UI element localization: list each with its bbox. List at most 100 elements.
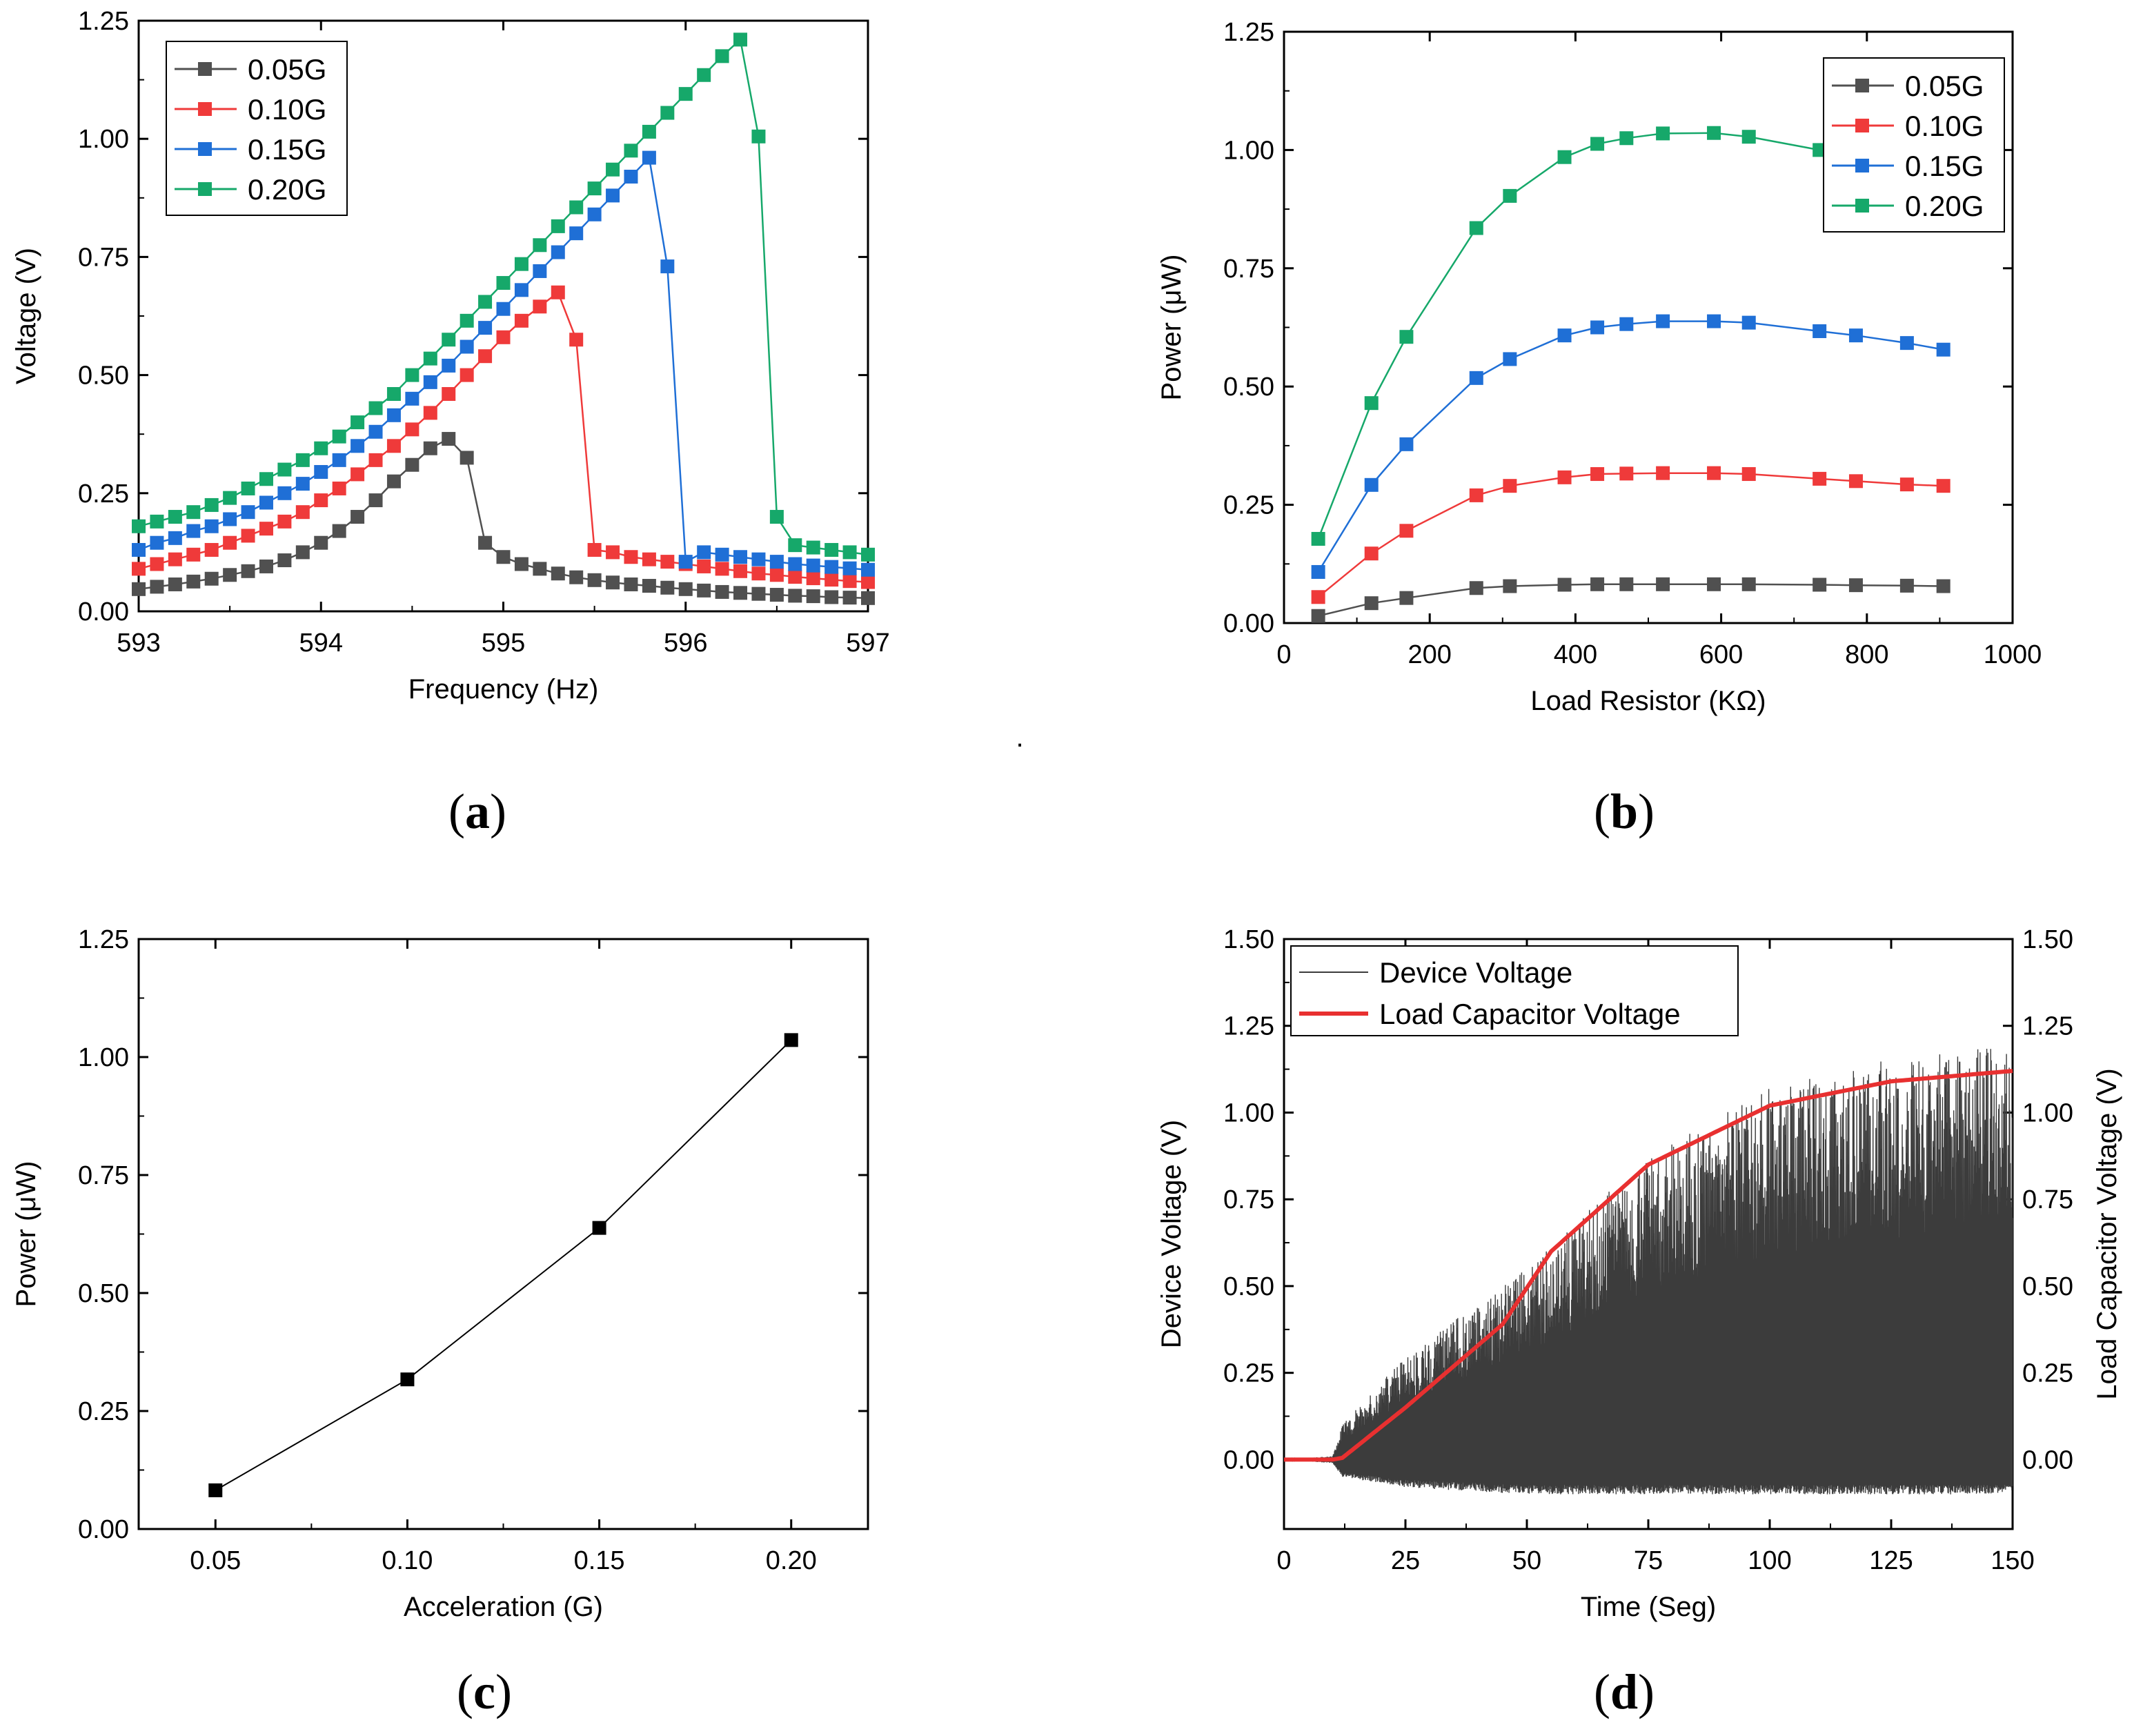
legend-entry: Device Voltage	[1379, 956, 1572, 989]
series-0-marker	[678, 582, 693, 596]
y-tick-label: 0.50	[1223, 1272, 1274, 1301]
x-tick-label: 125	[1869, 1546, 1913, 1575]
y-tick-label: 0.25	[1223, 491, 1274, 520]
series-3-marker	[1619, 131, 1634, 146]
series-1-marker	[223, 535, 237, 550]
series-2-marker	[751, 552, 766, 566]
legend-entry: 0.05G	[248, 53, 326, 86]
series-2-marker	[806, 558, 820, 573]
series-3-marker	[788, 538, 802, 553]
y-tick-label: 0.00	[1223, 609, 1274, 638]
y-tick-label: 1.00	[1223, 136, 1274, 165]
series-3-marker	[386, 386, 401, 401]
series-0-marker	[533, 562, 547, 576]
series-1-marker	[861, 575, 875, 589]
series-0-marker	[150, 580, 164, 594]
series-1-marker	[496, 330, 511, 344]
y-tick-label: 0.25	[1223, 1359, 1274, 1388]
y-tick-label: 1.50	[1223, 925, 1274, 954]
series-1-marker	[150, 557, 164, 571]
series-1-marker	[332, 481, 346, 495]
series-1-marker	[1399, 524, 1414, 538]
series-line-power	[215, 1039, 792, 1491]
series-3-marker	[496, 276, 511, 290]
series-0-marker	[405, 457, 419, 472]
series-2-marker	[186, 524, 201, 538]
series-3-marker	[259, 472, 273, 486]
series-0-marker	[259, 559, 273, 573]
series-3-marker	[295, 453, 310, 467]
series-1-marker	[1656, 466, 1670, 480]
series-1-marker	[386, 439, 401, 453]
legend-entry: Load Capacitor Voltage	[1379, 998, 1681, 1030]
series-0-marker	[400, 1372, 415, 1387]
series-0-marker	[569, 570, 584, 584]
y-axis-title: Power (μW)	[11, 1161, 41, 1308]
series-3-marker	[824, 542, 839, 557]
series-1-marker	[478, 349, 493, 364]
y-tick-label: 1.00	[78, 125, 129, 154]
series-1-marker	[1311, 590, 1325, 604]
y-tick-label: 1.25	[78, 7, 129, 36]
series-2-marker	[1813, 324, 1827, 338]
series-2-marker	[1503, 352, 1517, 366]
series-2-marker	[733, 550, 748, 564]
legend-swatch-marker	[198, 102, 212, 116]
y-tick-label: 0.50	[1223, 373, 1274, 402]
x-tick-label: 800	[1845, 640, 1888, 669]
legend-swatch-marker	[1855, 79, 1869, 92]
series-3-marker	[1707, 126, 1721, 140]
series-3-marker	[1311, 531, 1325, 546]
series-2-marker	[551, 245, 565, 259]
series-0-marker	[168, 577, 182, 591]
series-0-marker	[733, 586, 748, 600]
series-0-marker	[592, 1221, 606, 1235]
series-0-marker	[1469, 581, 1483, 595]
series-1-marker	[514, 313, 529, 328]
panel-label-d: (d)	[1594, 1664, 1655, 1719]
series-1-marker	[551, 285, 565, 299]
series-1-marker	[569, 333, 584, 347]
y-right-tick-label: 1.50	[2022, 925, 2073, 954]
series-3-marker	[1364, 396, 1379, 411]
series-0-marker	[1848, 578, 1863, 593]
y-tick-label: 0.00	[1223, 1446, 1274, 1474]
series-2-marker	[533, 264, 547, 278]
y-right-tick-label: 0.00	[2022, 1446, 2073, 1474]
series-2-marker	[1590, 320, 1605, 335]
y-tick-label: 1.25	[78, 925, 129, 954]
series-0-marker	[386, 474, 401, 489]
legend-entry: 0.20G	[248, 173, 326, 206]
series-2-marker	[496, 302, 511, 316]
series-2-marker	[715, 547, 729, 562]
series-0-marker	[806, 589, 820, 604]
x-tick-label: 595	[482, 629, 525, 658]
y-tick-label: 0.00	[78, 598, 129, 627]
series-3-marker	[314, 441, 328, 455]
y-tick-label: 0.25	[78, 480, 129, 509]
y-right-tick-label: 0.75	[2022, 1185, 2073, 1214]
series-0-marker	[132, 582, 146, 596]
x-tick-label: 600	[1699, 640, 1743, 669]
series-2-marker	[824, 560, 839, 574]
series-0-marker	[442, 432, 456, 446]
x-tick-label: 594	[299, 629, 343, 658]
series-0-marker	[208, 1483, 223, 1497]
series-2-marker	[1399, 437, 1414, 451]
series-1-marker	[1813, 471, 1827, 486]
x-tick-label: 150	[1991, 1546, 2034, 1575]
series-3-marker	[533, 238, 547, 253]
legend-box	[166, 41, 348, 216]
series-3-marker	[1469, 221, 1483, 235]
series-0-marker	[1311, 609, 1325, 623]
series-2-marker	[405, 391, 419, 406]
series-3-marker	[405, 368, 419, 382]
series-3-marker	[350, 415, 365, 430]
x-axis-title: Frequency (Hz)	[408, 674, 599, 704]
series-3-marker	[715, 49, 729, 63]
series-1-marker	[368, 453, 383, 467]
y-tick-label: 0.50	[78, 362, 129, 391]
series-2-marker	[1619, 317, 1634, 331]
series-1-marker	[1741, 467, 1756, 482]
legend-box	[1823, 57, 2005, 233]
